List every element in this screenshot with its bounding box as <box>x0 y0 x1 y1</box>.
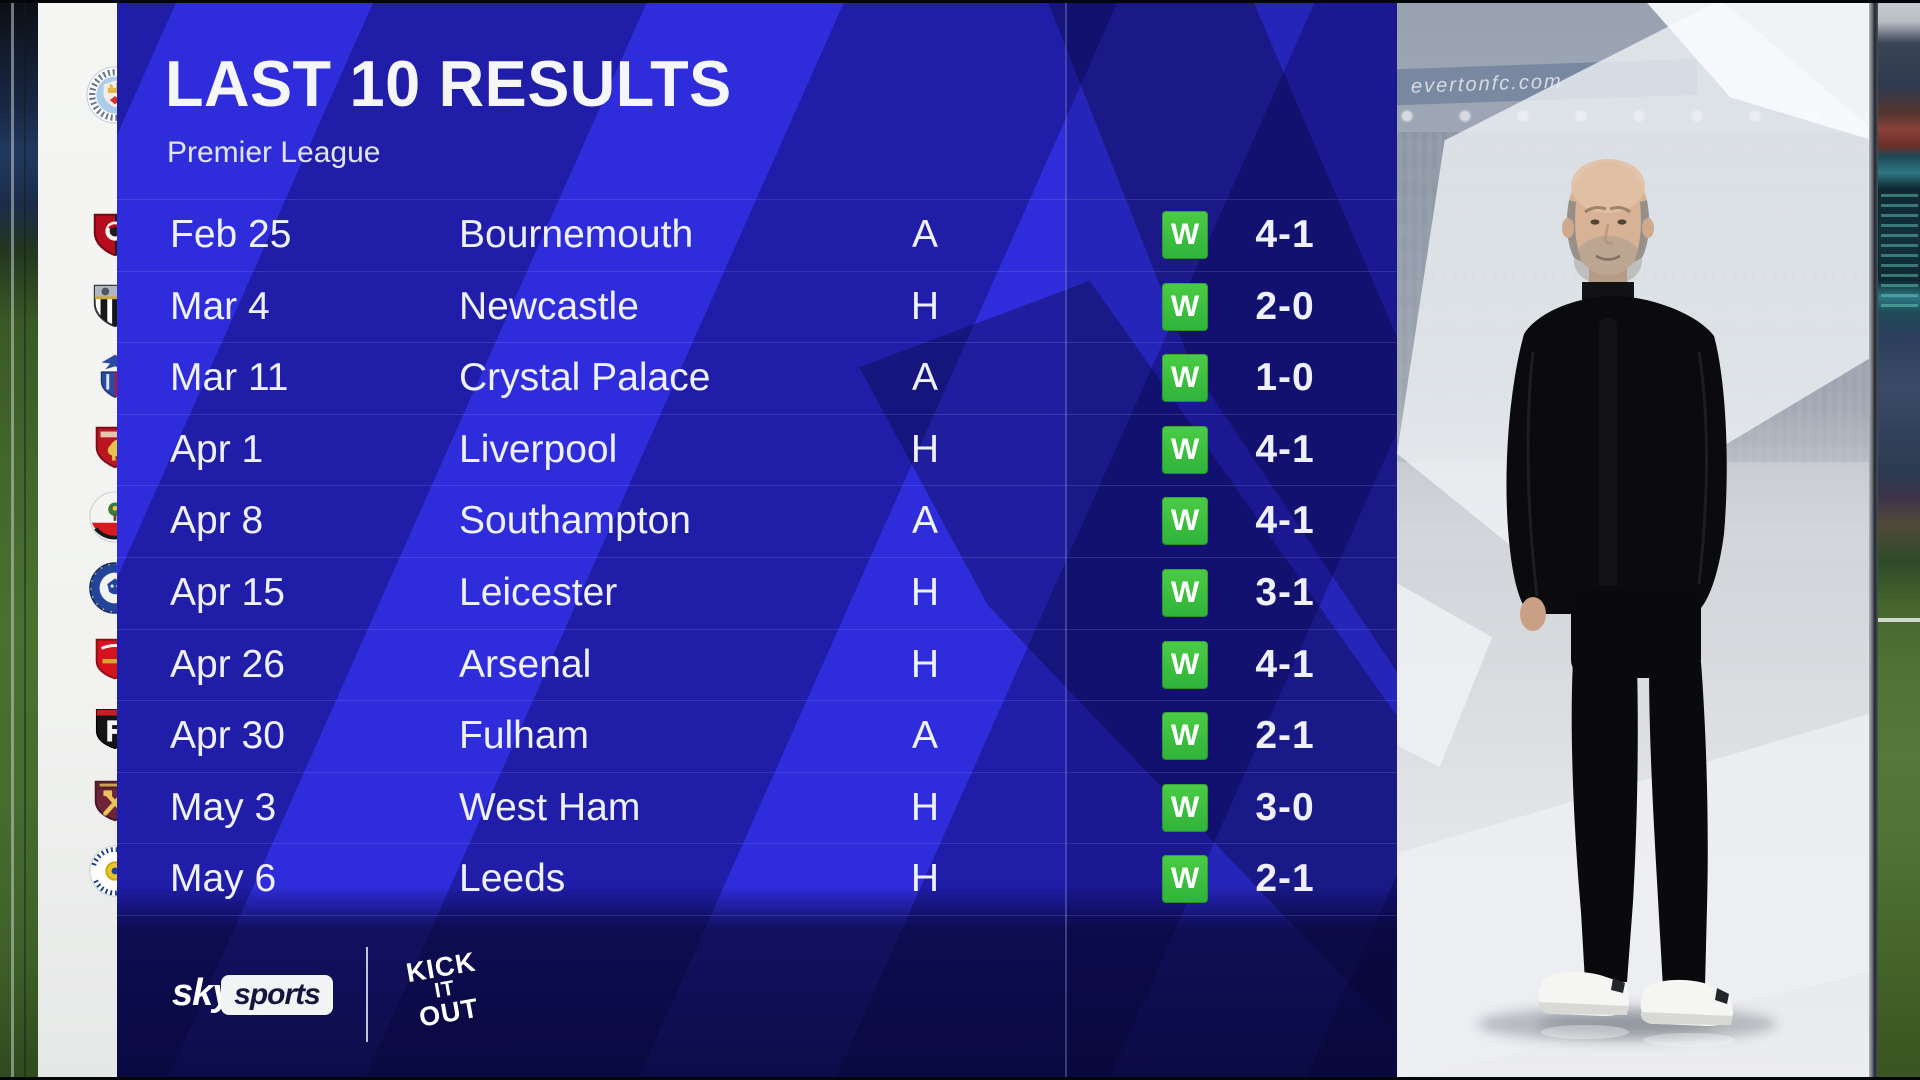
result-row: Apr 15 Leicester H W 3-1 <box>117 556 1397 629</box>
sky-sports-logo-label: sports <box>234 978 321 1011</box>
pitch-line <box>1878 618 1920 622</box>
opponent-name: Bournemouth <box>459 213 694 256</box>
match-date: Apr 8 <box>170 499 264 543</box>
logo-divider <box>366 947 368 1042</box>
result-row: Apr 1 Liverpool H W 4-1 <box>117 413 1397 486</box>
win-badge: W <box>1162 211 1208 259</box>
opponent-name: Crystal Palace <box>459 356 711 400</box>
column-divider <box>1065 0 1067 1080</box>
opponent-name: Leicester <box>459 570 618 614</box>
match-date: May 3 <box>170 785 277 829</box>
scoreboard-text-lines <box>1881 187 1918 312</box>
results-table: Feb 25 Bournemouth A W 4-1 Mar 4 Newcast… <box>117 199 1397 916</box>
venue-flag: A <box>911 714 938 758</box>
left-video-edge <box>0 0 38 1080</box>
result-row: Apr 30 Fulham A W 2-1 <box>117 700 1397 772</box>
match-score: 4-1 <box>1255 642 1315 686</box>
venue-flag: H <box>910 785 940 829</box>
result-row: Mar 11 Crystal Palace A W 1-0 <box>117 342 1397 414</box>
win-badge: W <box>1162 425 1208 474</box>
opponent-name: Arsenal <box>459 642 592 686</box>
result-row: Apr 8 Southampton A W 4-1 <box>117 485 1397 557</box>
win-badge: W <box>1162 712 1208 761</box>
match-score: 2-0 <box>1255 284 1315 328</box>
match-date: Mar 11 <box>170 356 289 400</box>
win-badge: W <box>1162 855 1208 904</box>
win-badge: W <box>1162 497 1208 546</box>
sky-sports-logo: sports <box>221 975 333 1015</box>
match-score: 3-0 <box>1255 785 1315 829</box>
results-panel: LAST 10 RESULTS Premier League Feb 25 Bo… <box>117 0 1397 1080</box>
match-score: 2-1 <box>1255 857 1315 901</box>
venue-flag: H <box>910 284 940 328</box>
kick-it-out-logo: KICK IT OUT <box>389 934 500 1045</box>
stadium-pillar-shadow <box>24 0 26 1080</box>
match-date: Apr 15 <box>170 570 285 614</box>
manager-photo-panel: evertonfc.com <box>1397 0 1873 1080</box>
venue-flag: A <box>911 356 938 400</box>
opponent-name: West Ham <box>459 785 641 829</box>
match-score: 4-1 <box>1255 499 1315 543</box>
page-title: LAST 10 RESULTS <box>165 47 732 120</box>
match-date: Apr 26 <box>170 642 285 686</box>
result-row: Mar 4 Newcastle H W 2-0 <box>117 270 1397 343</box>
win-badge: W <box>1162 783 1208 832</box>
right-video-edge <box>1878 0 1920 1080</box>
opponent-name: Liverpool <box>459 427 618 471</box>
match-score: 1-0 <box>1255 356 1315 400</box>
match-score: 3-1 <box>1255 570 1315 614</box>
opponent-name: Leeds <box>459 857 566 901</box>
panel-edge-line <box>1869 0 1878 1080</box>
match-date: Apr 1 <box>170 427 264 471</box>
team-badge-column <box>38 0 144 1080</box>
page-subtitle: Premier League <box>167 136 381 169</box>
venue-flag: A <box>911 499 938 543</box>
venue-flag: H <box>910 570 940 614</box>
opponent-name: Newcastle <box>459 284 639 328</box>
match-date: Apr 30 <box>170 714 285 758</box>
result-row: Feb 25 Bournemouth A W 4-1 <box>117 199 1397 271</box>
match-score: 2-1 <box>1255 714 1315 758</box>
opponent-name: Southampton <box>459 499 692 543</box>
pep-guardiola-photo <box>1477 159 1777 1047</box>
result-row: May 3 West Ham H W 3-0 <box>117 771 1397 844</box>
result-row: Apr 26 Arsenal H W 4-1 <box>117 628 1397 701</box>
win-badge: W <box>1162 354 1208 403</box>
match-score: 4-1 <box>1255 427 1315 471</box>
venue-flag: H <box>910 857 940 901</box>
match-date: Feb 25 <box>170 213 292 256</box>
win-badge: W <box>1162 282 1208 331</box>
match-date: May 6 <box>170 857 277 901</box>
opponent-name: Fulham <box>459 714 590 758</box>
venue-flag: H <box>910 642 940 686</box>
win-badge: W <box>1162 568 1208 617</box>
stadium-pillar <box>11 0 14 1080</box>
win-badge: W <box>1162 640 1208 689</box>
match-score: 4-1 <box>1255 213 1315 256</box>
result-row: May 6 Leeds H W 2-1 <box>117 843 1397 916</box>
venue-flag: H <box>910 427 940 471</box>
match-date: Mar 4 <box>170 284 270 328</box>
venue-flag: A <box>911 213 938 256</box>
